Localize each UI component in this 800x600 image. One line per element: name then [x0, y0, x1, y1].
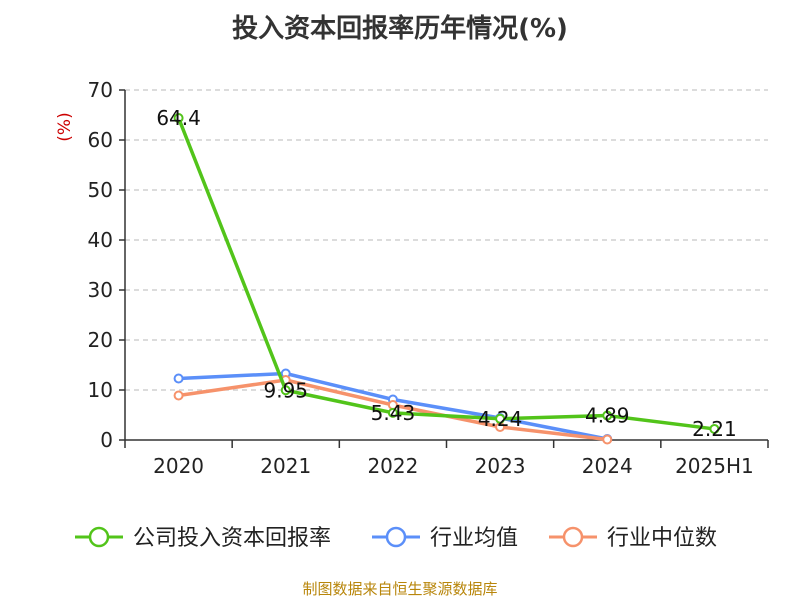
data-point — [709, 423, 720, 434]
data-source-note: 制图数据来自恒生聚源数据库 — [302, 580, 498, 598]
data-label: 5.43 — [371, 401, 416, 425]
legend-label: 行业中位数 — [607, 526, 717, 551]
x-tick-label: 2024 — [582, 454, 633, 478]
y-tick-label: 20 — [88, 328, 113, 352]
y-tick-label: 70 — [88, 78, 113, 102]
data-point — [495, 413, 506, 424]
y-axis-label: (%) — [55, 112, 75, 141]
x-tick-label: 2022 — [367, 454, 418, 478]
data-point — [173, 390, 184, 401]
data-label: 4.24 — [478, 407, 523, 431]
data-point — [602, 434, 613, 445]
data-label: 9.95 — [263, 378, 308, 402]
series-line — [176, 117, 715, 431]
data-label: 4.89 — [585, 404, 630, 428]
y-tick-label: 10 — [88, 378, 113, 402]
legend-label: 行业均值 — [430, 526, 518, 551]
x-tick-label: 2025H1 — [675, 454, 754, 478]
legend-marker — [88, 526, 110, 548]
data-label: 64.4 — [156, 106, 201, 130]
data-point — [280, 385, 291, 396]
y-tick-label: 40 — [88, 228, 113, 252]
legend-label: 公司投入资本回报率 — [133, 526, 331, 551]
y-tick-label: 50 — [88, 178, 113, 202]
x-tick-label: 2023 — [475, 454, 526, 478]
y-tick-label: 0 — [100, 428, 113, 452]
x-tick-label: 2021 — [260, 454, 311, 478]
data-point — [173, 113, 184, 123]
x-tick-label: 2020 — [153, 454, 204, 478]
data-point — [602, 410, 613, 421]
legend-marker — [385, 526, 407, 548]
legend-marker — [562, 526, 584, 548]
y-tick-label: 60 — [88, 128, 113, 152]
y-tick-label: 30 — [88, 278, 113, 302]
data-point — [387, 407, 398, 418]
data-point — [173, 373, 184, 384]
chart-title: 投入资本回报率历年情况(%) — [232, 14, 568, 44]
data-label: 2.21 — [692, 417, 737, 441]
